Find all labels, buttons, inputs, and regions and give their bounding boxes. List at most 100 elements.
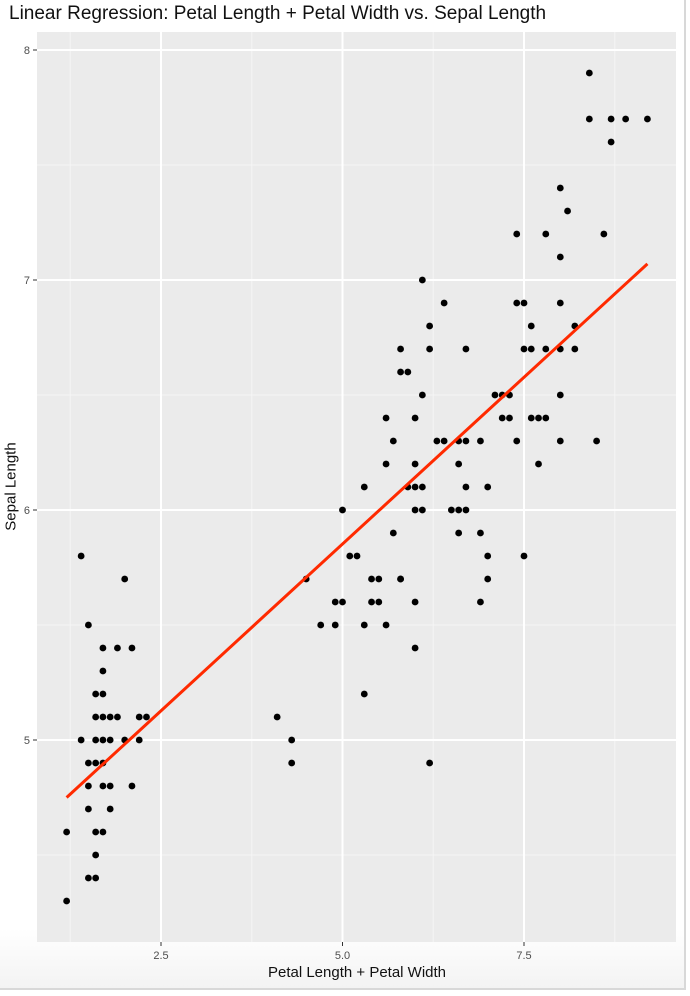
data-point [462, 506, 470, 514]
data-point [106, 713, 114, 721]
data-point [92, 759, 100, 767]
data-point [346, 552, 354, 560]
data-point [143, 713, 150, 721]
data-point [411, 598, 419, 606]
data-point [571, 345, 579, 353]
data-point [520, 345, 528, 353]
data-point [360, 483, 368, 491]
data-point [85, 621, 92, 629]
data-point [477, 529, 484, 537]
data-point [411, 460, 419, 468]
data-point [535, 460, 542, 468]
data-point [273, 713, 281, 721]
data-point [564, 207, 571, 215]
data-point [106, 805, 114, 813]
x-tick-label: 2.5 [153, 950, 168, 962]
y-tick-label: 7 [24, 275, 30, 287]
data-point [607, 115, 615, 123]
data-point [622, 115, 630, 123]
data-point [418, 506, 426, 514]
data-point [491, 391, 499, 399]
data-point [106, 736, 114, 744]
data-point [92, 736, 100, 744]
data-point [99, 644, 107, 652]
data-point [360, 690, 368, 698]
data-point [288, 736, 296, 744]
data-point [92, 828, 100, 836]
data-point [556, 391, 564, 399]
data-point [418, 391, 426, 399]
data-point [484, 552, 492, 560]
data-point [527, 414, 535, 422]
data-point [77, 552, 85, 560]
data-point [114, 713, 121, 721]
x-axis-label: Petal Length + Petal Width [267, 964, 447, 981]
data-point [99, 713, 107, 721]
data-point [135, 713, 143, 721]
data-point [288, 759, 296, 767]
data-point [99, 736, 107, 744]
data-point [498, 414, 506, 422]
data-point [99, 828, 107, 836]
data-point [644, 115, 651, 123]
data-point [99, 782, 107, 790]
data-point [411, 506, 419, 514]
data-point [535, 414, 542, 422]
data-point [585, 115, 593, 123]
data-point [121, 575, 129, 583]
data-point [135, 736, 143, 744]
data-point [462, 483, 470, 491]
data-point [433, 437, 441, 445]
data-point [607, 138, 615, 146]
data-point [63, 828, 71, 836]
data-point [382, 414, 390, 422]
data-point [397, 575, 404, 583]
data-point [397, 345, 404, 353]
data-point [85, 805, 92, 813]
data-point [128, 644, 136, 652]
data-point [99, 690, 107, 698]
data-point [411, 644, 419, 652]
data-point [556, 437, 564, 445]
data-point [477, 437, 484, 445]
data-point [542, 414, 550, 422]
data-point [556, 299, 564, 307]
data-point [411, 483, 419, 491]
data-point [600, 230, 608, 238]
data-point [556, 184, 564, 192]
data-point [92, 874, 100, 882]
data-point [92, 713, 100, 721]
y-axis-label: Sepal Length [2, 442, 20, 531]
data-point [375, 598, 383, 606]
data-point [128, 782, 136, 790]
data-point [527, 322, 535, 330]
data-point [542, 345, 550, 353]
data-point [462, 437, 470, 445]
x-tick-label: 5.0 [335, 950, 350, 962]
data-point [368, 575, 375, 583]
data-point [418, 276, 426, 284]
data-point [513, 299, 521, 307]
data-point [360, 621, 368, 629]
y-tick-label: 5 [24, 735, 30, 747]
data-point [426, 759, 434, 767]
data-point [455, 506, 463, 514]
data-point [353, 552, 361, 560]
data-point [92, 851, 100, 859]
data-point [339, 598, 346, 606]
regression-line [65, 262, 649, 799]
data-point [418, 483, 426, 491]
data-point [455, 529, 463, 537]
data-point [317, 621, 325, 629]
x-tick-label: 7.5 [516, 950, 531, 962]
data-point [389, 437, 397, 445]
data-point [331, 621, 339, 629]
y-tick-label: 6 [24, 505, 30, 517]
data-point [426, 345, 434, 353]
data-point [382, 460, 390, 468]
data-point [63, 897, 71, 905]
plot-panel [37, 32, 676, 942]
data-point [106, 782, 114, 790]
data-point [440, 437, 448, 445]
